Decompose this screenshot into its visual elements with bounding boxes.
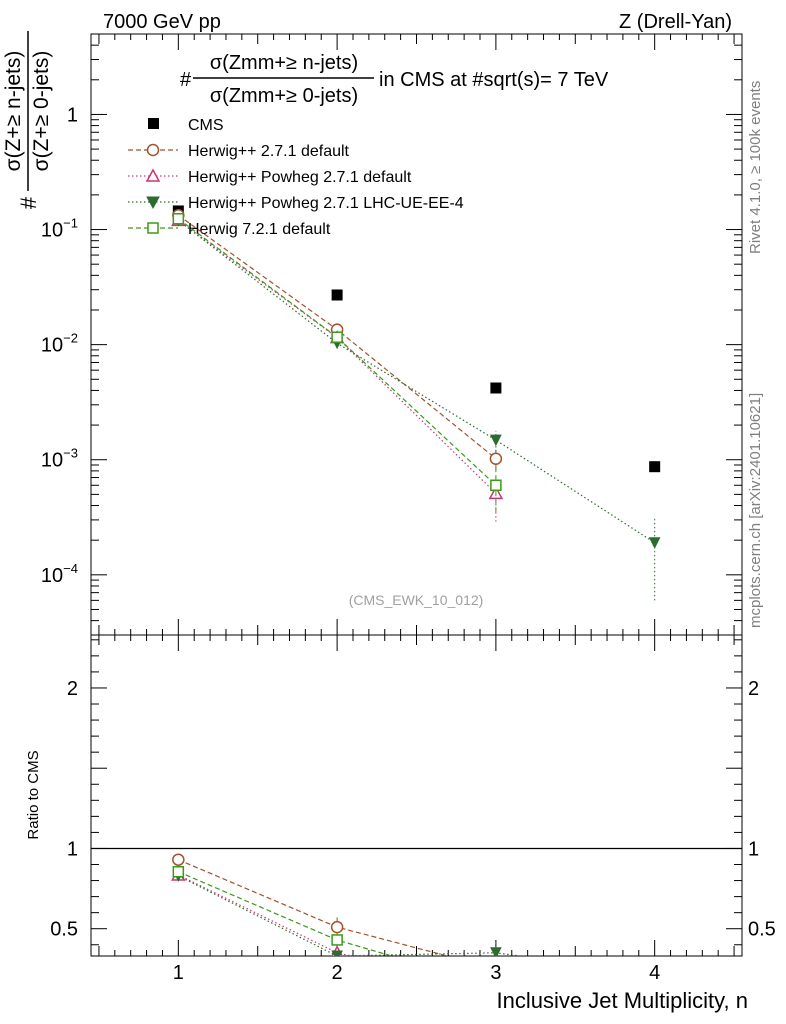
- ratio-panel-frame: [90, 634, 743, 957]
- x-axis-label: Inclusive Jet Multiplicity, n: [497, 988, 748, 1013]
- main-point-herwigpp-powheg-2-7-1-lhc-ue-ee-4: [490, 434, 502, 447]
- xtick-label: 1: [173, 962, 184, 984]
- rivet-label: Rivet 4.1.0, ≥ 100k events: [747, 81, 764, 254]
- ratio-ytick-labels: 0.5 1 2 0.5 1 2: [50, 678, 776, 941]
- legend-marker-powheg-default: [145, 168, 161, 182]
- mcplots-label: mcplots.cern.ch [arXiv:2401.10621]: [747, 393, 764, 628]
- ratio-ytick-label-right: 0.5: [748, 919, 776, 941]
- ratio-point-herwigpp-powheg-2-7-1-lhc-ue-ee-4: [490, 947, 502, 956]
- legend-entry-powheg-default: Herwig++ Powheg 2.7.1 default: [128, 168, 412, 186]
- title-suffix: in CMS at #sqrt(s)= 7 TeV: [379, 69, 609, 91]
- ytick-label-1e-2: 10−2: [41, 331, 78, 357]
- ytick-label-1e-4: 10−4: [41, 561, 78, 587]
- legend-label-herwig7-default: Herwig 7.2.1 default: [188, 221, 331, 238]
- legend-marker-herwig7-default: [147, 222, 159, 234]
- main-point-herwig-7-2-1-default: [490, 479, 502, 492]
- main-point-cms: [649, 461, 661, 473]
- main-series-herwigpp-powheg-2-7-1-default: [171, 212, 504, 522]
- main-series-herwigpp-powheg-2-7-1-lhc-ue-ee-4: [172, 214, 661, 601]
- legend-label-powheg-lhc-ue-ee-4: Herwig++ Powheg 2.7.1 LHC-UE-EE-4: [188, 195, 464, 212]
- main-point-cms: [490, 382, 502, 394]
- ratio-point-herwig-7-2-1-default: [331, 934, 343, 946]
- xtick-label: 3: [490, 962, 501, 984]
- legend-entry-powheg-lhc-ue-ee-4: Herwig++ Powheg 2.7.1 LHC-UE-EE-4: [128, 195, 464, 212]
- ratio-point-herwigpp-2-7-1-default: [172, 853, 185, 866]
- energy-label: 7000 GeV pp: [103, 11, 221, 33]
- legend-marker-powheg-lhc-ue-ee-4: [146, 196, 160, 210]
- title-prefix: #: [180, 69, 192, 91]
- ratio-y-axis-label: Ratio to CMS: [25, 750, 42, 839]
- process-label: Z (Drell-Yan): [619, 11, 732, 33]
- legend-label-herwigpp-default: Herwig++ 2.7.1 default: [188, 143, 350, 160]
- ratio-ytick-label-left: 2: [67, 678, 78, 700]
- main-axis-ticks: [91, 33, 742, 636]
- main-line-herwigpp-powheg-2-7-1-default: [177, 219, 497, 494]
- xtick-label: 4: [649, 962, 660, 984]
- ylabel-prefix: #: [16, 196, 41, 209]
- main-ytick-labels: 1 10−1 10−2 10−3 10−4: [41, 104, 78, 586]
- main-point-herwig-7-2-1-default: [172, 213, 185, 225]
- title-denominator: σ(Zmm+≥ 0-jets): [210, 85, 358, 107]
- analysis-watermark: (CMS_EWK_10_012): [349, 592, 484, 608]
- main-point-cms: [331, 289, 343, 301]
- ratio-point-herwig-7-2-1-default: [172, 865, 185, 878]
- ratio-ytick-label-right: 1: [748, 838, 759, 860]
- main-line-herwigpp-powheg-2-7-1-lhc-ue-ee-4: [177, 219, 656, 544]
- legend-marker-herwigpp-default: [146, 143, 160, 157]
- legend-label-cms: CMS: [188, 117, 224, 134]
- main-y-axis-label: # σ(Z+≥ n-jets) σ(Z+≥ 0-jets): [2, 31, 53, 209]
- main-point-herwigpp-2-7-1-default: [489, 452, 503, 465]
- main-point-herwigpp-powheg-2-7-1-lhc-ue-ee-4: [648, 537, 661, 549]
- ratio-ytick-label-left: 1: [67, 838, 78, 860]
- title-numerator: σ(Zmm+≥ n-jets): [210, 52, 358, 74]
- legend-label-powheg-default: Herwig++ Powheg 2.7.1 default: [188, 169, 412, 186]
- main-title: # σ(Zmm+≥ n-jets) σ(Zmm+≥ 0-jets) in CMS…: [180, 52, 609, 107]
- legend-marker-cms: [148, 118, 159, 129]
- xtick-label: 2: [332, 962, 343, 984]
- ylabel-denominator: σ(Z+≥ 0-jets): [30, 51, 53, 172]
- ratio-ytick-label-left: 0.5: [50, 919, 78, 941]
- legend-entry-herwigpp-default: Herwig++ 2.7.1 default: [128, 143, 350, 160]
- main-line-herwig-7-2-1-default: [177, 218, 497, 486]
- legend-entry-cms: CMS: [148, 117, 224, 134]
- ratio-ytick-label-right: 2: [748, 678, 759, 700]
- ratio-series-herwig-7-2-1-default: [172, 865, 394, 956]
- ratio-point-herwigpp-powheg-2-7-1-lhc-ue-ee-4: [331, 950, 343, 956]
- ratio-line-herwigpp-powheg-2-7-1-lhc-ue-ee-4: [178, 875, 525, 956]
- main-series-herwig-7-2-1-default: [172, 213, 502, 513]
- legend-entry-herwig7-default: Herwig 7.2.1 default: [128, 221, 331, 238]
- main-series-cms: [172, 205, 661, 473]
- main-series-layer: [171, 205, 661, 601]
- ylabel-numerator: σ(Z+≥ n-jets): [2, 51, 25, 172]
- ratio-series-herwigpp-2-7-1-default: [172, 853, 450, 956]
- ratio-point-herwigpp-2-7-1-default: [330, 920, 344, 934]
- main-point-herwig-7-2-1-default: [331, 331, 343, 343]
- ratio-series-layer: [171, 853, 525, 956]
- legend: CMS Herwig++ 2.7.1 default Herwig++ Powh…: [128, 117, 464, 238]
- xtick-labels: 1 2 3 4: [173, 962, 660, 984]
- ytick-label-1e-1: 10−1: [41, 216, 78, 242]
- ytick-label-1e-3: 10−3: [41, 446, 78, 472]
- ratio-axis-ticks: [91, 635, 742, 956]
- ytick-label-1: 1: [67, 104, 78, 126]
